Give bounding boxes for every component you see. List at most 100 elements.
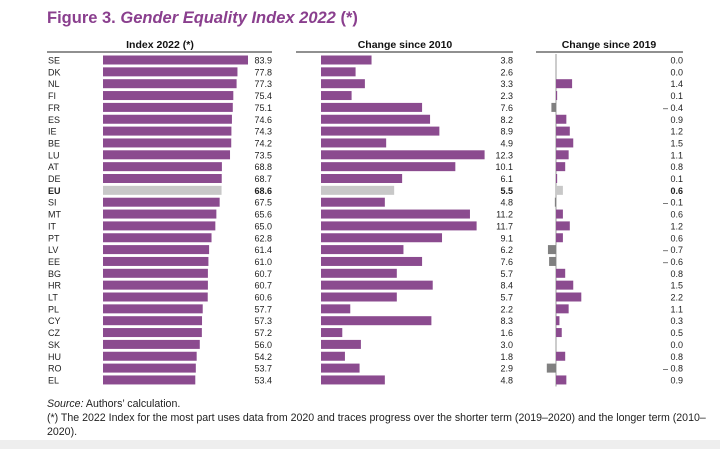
bar-p3-eu	[556, 185, 563, 195]
bar-p2-cy	[321, 316, 432, 326]
page-bottom-band	[0, 440, 720, 449]
value-label-p3-ro: – 0.8	[663, 364, 683, 374]
bar-p1-hu	[103, 351, 197, 361]
figure-title: Figure 3. Gender Equality Index 2022 (*)	[47, 9, 358, 28]
value-label-p2-si: 4.8	[500, 198, 513, 208]
value-label-p3-ee: – 0.6	[663, 257, 683, 267]
value-label-p2-eu: 5.5	[500, 186, 513, 196]
value-label-p1-pl: 57.7	[254, 304, 272, 314]
bar-p3-nl	[556, 79, 573, 89]
bar-p1-sk	[103, 339, 200, 349]
value-label-p3-eu: 0.6	[670, 186, 683, 196]
value-label-p1-nl: 77.3	[254, 79, 272, 89]
value-label-p2-fr: 7.6	[500, 103, 513, 113]
value-label-p1-cz: 57.2	[254, 328, 272, 338]
panel-title-3: Change since 2019	[562, 39, 657, 51]
value-label-p2-pl: 2.2	[500, 304, 513, 314]
bar-p2-el	[321, 375, 385, 385]
bar-p2-dk	[321, 67, 356, 77]
value-label-p3-mt: 0.6	[670, 210, 683, 220]
bar-p2-es	[321, 114, 431, 124]
value-label-p3-cy: 0.3	[670, 316, 683, 326]
value-label-p1-be: 74.2	[254, 138, 272, 148]
value-label-p2-el: 4.8	[500, 375, 513, 385]
bar-p3-cy	[556, 316, 560, 326]
value-label-p1-hu: 54.2	[254, 352, 272, 362]
bar-p3-cz	[556, 328, 562, 338]
country-label-de: DE	[48, 174, 61, 184]
bar-p3-ro	[546, 363, 556, 373]
bar-p3-be	[556, 138, 574, 148]
value-label-p1-cy: 57.3	[254, 316, 272, 326]
bar-p2-de	[321, 174, 403, 183]
bar-p1-lu	[103, 150, 231, 160]
value-label-p1-dk: 77.8	[254, 67, 272, 77]
value-label-p3-nl: 1.4	[670, 79, 683, 89]
bar-p1-bg	[103, 268, 208, 278]
value-label-p1-sk: 56.0	[254, 340, 272, 350]
bar-p3-es	[556, 114, 567, 124]
value-label-p2-at: 10.1	[495, 162, 513, 172]
bar-p2-lv	[321, 245, 404, 255]
value-label-p2-mt: 11.2	[496, 210, 513, 220]
figure-label: Figure 3.	[47, 9, 116, 27]
country-label-cy: CY	[48, 316, 61, 326]
value-label-p3-cz: 0.5	[670, 328, 683, 338]
country-label-ie: IE	[48, 127, 57, 137]
value-label-p1-ee: 61.0	[254, 257, 272, 267]
country-label-hr: HR	[48, 281, 61, 291]
value-label-p3-lv: – 0.7	[663, 245, 683, 255]
bar-p1-nl	[103, 79, 237, 89]
bar-p3-lt	[556, 292, 582, 302]
country-label-fr: FR	[48, 103, 60, 113]
value-label-p3-pt: 0.6	[670, 233, 683, 243]
bar-p1-lt	[103, 292, 208, 302]
value-label-p2-cy: 8.3	[500, 316, 513, 326]
country-label-se: SE	[48, 56, 60, 66]
source-text: Authors’ calculation.	[83, 398, 181, 410]
bar-p3-de	[556, 174, 558, 183]
bar-p2-cz	[321, 328, 343, 338]
value-label-p3-bg: 0.8	[670, 269, 683, 279]
country-label-ro: RO	[48, 364, 62, 374]
value-label-p1-es: 74.6	[254, 115, 272, 125]
value-label-p2-ie: 8.9	[500, 127, 513, 137]
bar-p2-mt	[321, 209, 470, 219]
value-label-p1-lt: 60.6	[254, 293, 272, 303]
country-label-pt: PT	[48, 233, 60, 243]
bar-p2-at	[321, 162, 456, 172]
value-label-p3-be: 1.5	[670, 138, 683, 148]
bar-p1-mt	[103, 209, 217, 219]
value-label-p2-nl: 3.3	[500, 79, 513, 89]
country-label-el: EL	[48, 375, 59, 385]
value-label-p2-ro: 2.9	[500, 364, 513, 374]
country-label-at: AT	[48, 162, 59, 172]
value-label-p2-fi: 2.3	[500, 91, 513, 101]
value-label-p3-hu: 0.8	[670, 352, 683, 362]
bar-p1-fr	[103, 102, 233, 112]
country-label-mt: MT	[48, 210, 61, 220]
figure-title-suffix: (*)	[340, 9, 358, 27]
bar-p3-ee	[549, 256, 556, 266]
value-label-p1-at: 68.8	[254, 162, 272, 172]
bar-p2-lt	[321, 292, 397, 302]
value-label-p1-mt: 65.6	[254, 210, 272, 220]
value-label-p2-lv: 6.2	[500, 245, 513, 255]
value-label-p2-de: 6.1	[500, 174, 513, 184]
bar-p1-es	[103, 114, 232, 124]
value-label-p1-lv: 61.4	[254, 245, 272, 255]
bar-p3-lu	[556, 150, 569, 160]
bar-p3-lv	[547, 245, 556, 255]
bar-p3-pt	[556, 233, 563, 243]
value-label-p1-el: 53.4	[254, 375, 272, 385]
bar-p1-hr	[103, 280, 208, 290]
value-label-p2-ee: 7.6	[500, 257, 513, 267]
value-label-p2-cz: 1.6	[500, 328, 513, 338]
bar-p2-hr	[321, 280, 433, 290]
bar-p3-pl	[556, 304, 569, 314]
bar-p2-bg	[321, 268, 397, 278]
footnote: (*) The 2022 Index for the most part use…	[47, 412, 706, 438]
value-label-p2-hu: 1.8	[500, 352, 513, 362]
value-label-p1-fr: 75.1	[254, 103, 272, 113]
value-label-p3-dk: 0.0	[670, 67, 683, 77]
